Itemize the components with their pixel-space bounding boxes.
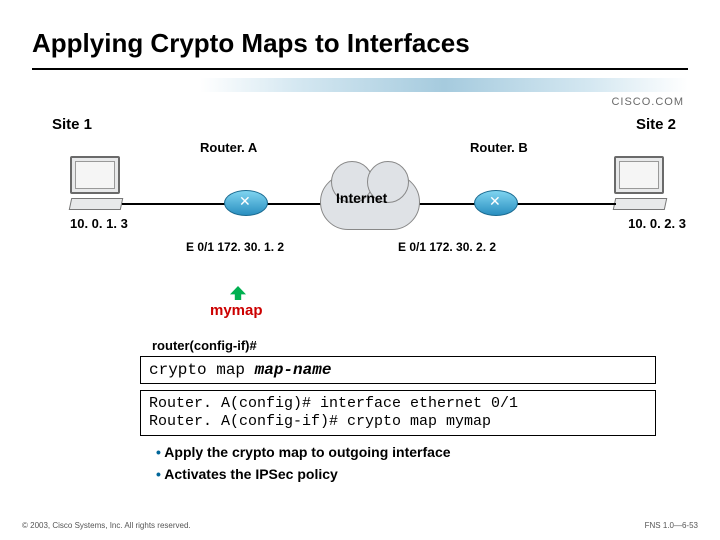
cisco-logo: CISCO.COM: [611, 96, 684, 108]
syntax-box: crypto map map-name: [140, 356, 656, 384]
title-underline: [32, 68, 688, 70]
bullet-list: Apply the crypto map to outgoing interfa…: [156, 438, 451, 488]
example-line-2: Router. A(config-if)# crypto map mymap: [149, 413, 647, 431]
link-cloud-routerb: [418, 203, 478, 205]
footer-copyright: © 2003, Cisco Systems, Inc. All rights r…: [22, 521, 191, 530]
bullet-1: Apply the crypto map to outgoing interfa…: [156, 444, 451, 460]
site2-label: Site 2: [636, 116, 676, 133]
network-diagram: Router. A Router. B Internet 10. 0. 1. 3…: [60, 140, 660, 280]
footer-slide-ref: FNS 1.0—6-53: [645, 521, 698, 530]
bullet-2: Activates the IPSec policy: [156, 466, 451, 482]
router-b-label: Router. B: [470, 140, 528, 155]
site1-computer-icon: [70, 156, 126, 210]
interface-left: E 0/1 172. 30. 1. 2: [186, 240, 284, 254]
router-a-icon: [224, 190, 268, 216]
ip-right: 10. 0. 2. 3: [628, 216, 686, 231]
link-routerb-pc2: [516, 203, 616, 205]
site1-label: Site 1: [52, 116, 92, 133]
cmd-arg: map-name: [255, 361, 332, 379]
slide-title: Applying Crypto Maps to Interfaces: [32, 28, 470, 59]
cmd-keyword: crypto map: [149, 361, 255, 379]
internet-label: Internet: [336, 190, 387, 206]
interface-right: E 0/1 172. 30. 2. 2: [398, 240, 496, 254]
example-box: Router. A(config)# interface ethernet 0/…: [140, 390, 656, 436]
mymap-label: mymap: [210, 302, 263, 319]
cli-prompt: router(config-if)#: [152, 338, 257, 353]
router-b-icon: [474, 190, 518, 216]
example-line-1: Router. A(config)# interface ethernet 0/…: [149, 395, 647, 413]
router-a-label: Router. A: [200, 140, 257, 155]
site2-computer-icon: [614, 156, 670, 210]
link-pc1-routera: [122, 203, 226, 205]
link-routera-cloud: [266, 203, 326, 205]
mymap-arrow-icon: [230, 286, 246, 300]
ip-left: 10. 0. 1. 3: [70, 216, 128, 231]
decorative-band: [200, 78, 688, 92]
